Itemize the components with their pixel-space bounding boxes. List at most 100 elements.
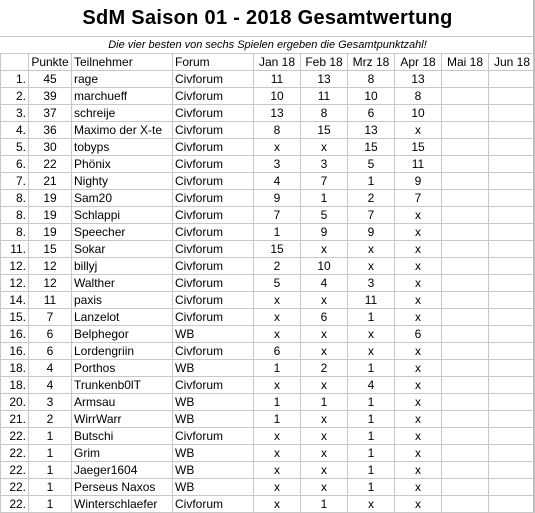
participant-cell: marchueff	[72, 88, 173, 105]
score-cell-feb: x	[301, 462, 348, 479]
points-cell: 12	[29, 275, 72, 292]
score-cell-feb: 5	[301, 207, 348, 224]
score-cell-jan: x	[254, 462, 301, 479]
score-cell-mrz: 1	[348, 173, 395, 190]
score-cell-apr: 10	[395, 105, 442, 122]
participant-cell: Lanzelot	[72, 309, 173, 326]
score-cell-mai	[442, 309, 489, 326]
points-cell: 4	[29, 377, 72, 394]
forum-cell: Civforum	[173, 173, 254, 190]
forum-cell: WB	[173, 479, 254, 496]
score-cell-feb: x	[301, 326, 348, 343]
score-cell-mai	[442, 377, 489, 394]
participant-cell: Belphegor	[72, 326, 173, 343]
score-cell-jan: 10	[254, 88, 301, 105]
participant-cell: Porthos	[72, 360, 173, 377]
score-cell-jun	[489, 394, 535, 411]
score-cell-jun	[489, 479, 535, 496]
forum-cell: Civforum	[173, 275, 254, 292]
score-cell-jan: x	[254, 292, 301, 309]
score-cell-mrz: 6	[348, 105, 395, 122]
score-cell-mrz: 3	[348, 275, 395, 292]
score-cell-mai	[442, 122, 489, 139]
score-cell-feb: 1	[301, 190, 348, 207]
participant-cell: rage	[72, 71, 173, 88]
page-subtitle: Die vier besten von sechs Spielen ergebe…	[0, 36, 535, 54]
score-cell-mai	[442, 394, 489, 411]
header-month-feb: Feb 18	[301, 54, 348, 71]
points-cell: 39	[29, 88, 72, 105]
score-cell-mrz: x	[348, 241, 395, 258]
participant-cell: schreije	[72, 105, 173, 122]
score-cell-feb: 8	[301, 105, 348, 122]
score-cell-jan: 9	[254, 190, 301, 207]
rank-cell: 14.	[1, 292, 29, 309]
score-cell-jun	[489, 71, 535, 88]
participant-cell: Armsau	[72, 394, 173, 411]
score-cell-mai	[442, 258, 489, 275]
rank-cell: 15.	[1, 309, 29, 326]
forum-cell: Civforum	[173, 122, 254, 139]
score-cell-jun	[489, 309, 535, 326]
score-cell-mai	[442, 71, 489, 88]
forum-cell: WB	[173, 445, 254, 462]
rank-cell: 22.	[1, 428, 29, 445]
header-participant: Teilnehmer	[72, 54, 173, 71]
score-cell-apr: 7	[395, 190, 442, 207]
points-cell: 2	[29, 411, 72, 428]
score-cell-mai	[442, 343, 489, 360]
score-cell-feb: x	[301, 343, 348, 360]
header-rank	[1, 54, 29, 71]
rank-cell: 18.	[1, 377, 29, 394]
forum-cell: WB	[173, 394, 254, 411]
score-cell-jan: 8	[254, 122, 301, 139]
score-cell-apr: x	[395, 258, 442, 275]
score-cell-mrz: 7	[348, 207, 395, 224]
score-cell-apr: x	[395, 479, 442, 496]
score-cell-feb: x	[301, 428, 348, 445]
points-cell: 19	[29, 190, 72, 207]
score-cell-feb: 6	[301, 309, 348, 326]
rank-cell: 22.	[1, 479, 29, 496]
header-row: Punkte Teilnehmer Forum Jan 18 Feb 18 Mr…	[1, 54, 535, 71]
forum-cell: Civforum	[173, 258, 254, 275]
forum-cell: Civforum	[173, 71, 254, 88]
score-cell-jun	[489, 156, 535, 173]
score-cell-mrz: 1	[348, 462, 395, 479]
score-cell-mrz: 10	[348, 88, 395, 105]
score-cell-mai	[442, 190, 489, 207]
participant-cell: Sam20	[72, 190, 173, 207]
forum-cell: Civforum	[173, 241, 254, 258]
score-cell-jun	[489, 105, 535, 122]
points-cell: 21	[29, 173, 72, 190]
header-month-jun: Jun 18	[489, 54, 535, 71]
score-cell-mai	[442, 275, 489, 292]
forum-cell: WB	[173, 462, 254, 479]
participant-cell: paxis	[72, 292, 173, 309]
score-cell-jan: 1	[254, 411, 301, 428]
points-cell: 15	[29, 241, 72, 258]
score-cell-mrz: x	[348, 326, 395, 343]
score-cell-feb: x	[301, 479, 348, 496]
participant-cell: Perseus Naxos	[72, 479, 173, 496]
score-cell-jun	[489, 241, 535, 258]
score-cell-jun	[489, 445, 535, 462]
score-cell-jan: 1	[254, 360, 301, 377]
score-cell-apr: x	[395, 462, 442, 479]
score-cell-jan: x	[254, 326, 301, 343]
rank-cell: 16.	[1, 343, 29, 360]
forum-cell: Civforum	[173, 224, 254, 241]
score-cell-mai	[442, 139, 489, 156]
